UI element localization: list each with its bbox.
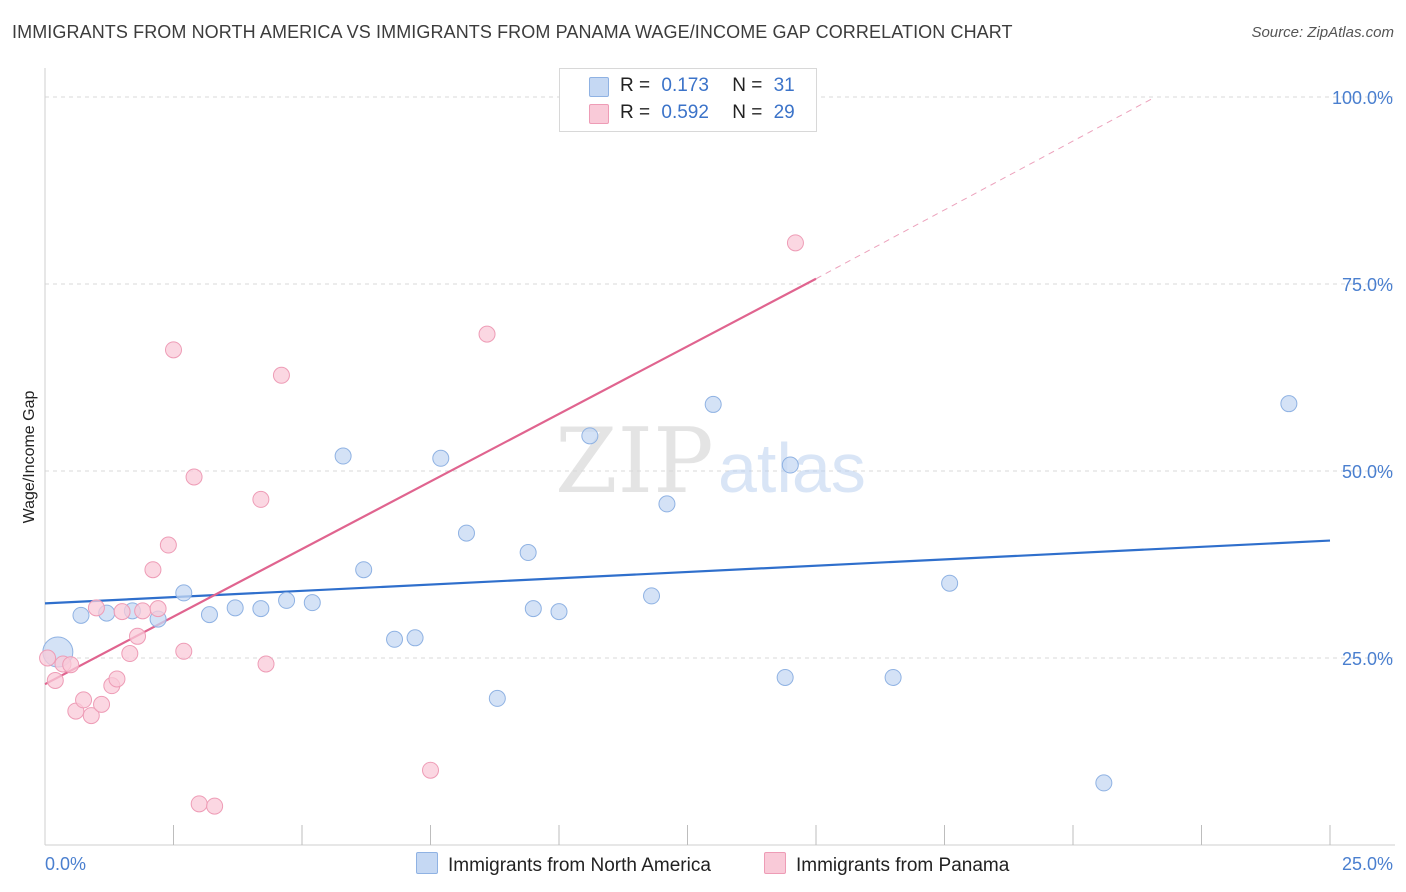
trend-extension-pink [815, 96, 1156, 280]
legend-square-panama [764, 852, 786, 874]
legend-row-panama: R = 0.592 N = 29 [620, 102, 795, 124]
data-point-blue [432, 449, 450, 467]
grid-layer [45, 96, 1395, 659]
data-point-pink [422, 761, 439, 779]
legend-r-value: 0.592 [661, 102, 709, 123]
data-point-blue [175, 584, 193, 602]
data-point-pink [62, 656, 80, 674]
legend-n-label: N = [732, 75, 763, 96]
source-credit: Source: ZipAtlas.com [1251, 24, 1394, 41]
data-point-blue [519, 544, 537, 562]
data-point-blue [884, 668, 902, 686]
data-point-pink [134, 602, 152, 620]
watermark: ZIP atlas [555, 409, 866, 514]
data-point-pink [206, 797, 224, 815]
labels-layer: 25.0% 50.0% 75.0% 100.0% 0.0% 25.0% Wage/Incom… [21, 88, 1393, 874]
y-tick-label: 75.0% [1342, 275, 1393, 295]
legend-r-label: R = [620, 102, 651, 123]
x-tick-label: 25.0% [1342, 854, 1393, 874]
watermark-zip: ZIP [555, 409, 714, 514]
legend-row-north-america: R = 0.173 N = 31 [620, 75, 795, 97]
y-axis-label: Wage/Income Gap [21, 391, 38, 524]
correlation-legend: R = 0.173 N = 31 R = 0.592 N = 29 [559, 68, 817, 132]
data-point-pink [144, 561, 162, 579]
data-point-pink [252, 490, 270, 508]
y-tick-label: 100.0% [1332, 88, 1393, 108]
data-point-blue [781, 456, 799, 474]
data-point-pink [786, 234, 804, 252]
data-point-pink [82, 707, 100, 725]
y-tick-label: 25.0% [1342, 649, 1393, 669]
axes-layer [44, 68, 1395, 846]
data-point-pink [159, 536, 177, 554]
data-point-pink [272, 366, 290, 384]
data-point-pink [93, 695, 111, 713]
data-point-pink [87, 599, 105, 617]
data-point-blue [406, 629, 424, 647]
series-name-panama: Immigrants from Panama [796, 855, 1010, 876]
data-point-pink [46, 671, 64, 689]
data-point-pink [165, 341, 182, 359]
trend-layer [44, 96, 1331, 686]
data-point-pink [108, 670, 126, 688]
data-point-pink [75, 691, 93, 709]
data-point-pink [121, 645, 139, 663]
data-point-blue [386, 630, 404, 648]
chart-title: IMMIGRANTS FROM NORTH AMERICA VS IMMIGRA… [12, 22, 1013, 42]
data-point-pink [39, 649, 57, 667]
data-point-blue [1095, 774, 1113, 792]
data-point-blue [303, 594, 321, 612]
data-point-blue [1280, 395, 1298, 413]
data-point-blue [355, 561, 373, 579]
data-point-blue [658, 495, 676, 513]
series-name-north-america: Immigrants from North America [448, 855, 711, 876]
data-point-blue [776, 668, 794, 686]
legend-r-label: R = [620, 75, 651, 96]
x-tick-label: 0.0% [45, 854, 86, 874]
trend-line-pink [44, 277, 817, 686]
legend-n-label: N = [732, 102, 763, 123]
data-point-pink [175, 642, 193, 660]
data-point-pink [185, 468, 203, 486]
points-layer [39, 234, 1298, 815]
data-point-blue [704, 395, 722, 413]
data-point-blue [72, 606, 90, 624]
series-legend-north-america: Immigrants from North America [416, 852, 711, 877]
data-point-blue [524, 600, 542, 618]
legend-swatch-panama [589, 104, 609, 124]
data-point-blue [252, 600, 270, 618]
data-point-pink [129, 627, 147, 645]
data-point-blue [278, 591, 296, 609]
trend-line-blue [44, 539, 1331, 605]
data-point-blue [550, 603, 568, 621]
legend-r-value: 0.173 [661, 75, 709, 96]
data-point-blue [200, 606, 218, 624]
series-legend-panama: Immigrants from Panama [764, 852, 1009, 877]
data-point-pink [478, 325, 496, 343]
data-point-blue [941, 574, 959, 592]
data-point-blue [643, 587, 661, 605]
data-point-pink [257, 655, 275, 673]
data-point-blue [581, 427, 599, 445]
data-point-pink [190, 795, 208, 813]
data-point-pink [113, 603, 131, 621]
data-point-blue [457, 524, 475, 542]
legend-n-value: 29 [773, 102, 795, 123]
data-point-blue [334, 447, 352, 465]
legend-n-value: 31 [773, 75, 795, 96]
data-point-blue [488, 689, 506, 707]
y-tick-label: 50.0% [1342, 462, 1393, 482]
legend-swatch-north-america [589, 77, 609, 97]
legend-square-north-america [416, 852, 438, 874]
data-point-blue [226, 599, 244, 617]
data-point-pink [149, 600, 167, 618]
